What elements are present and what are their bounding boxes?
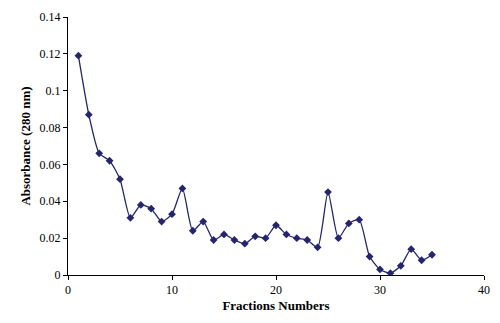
svg-text:20: 20	[270, 283, 282, 297]
svg-text:0.06: 0.06	[40, 158, 61, 172]
svg-text:0.02: 0.02	[40, 231, 61, 245]
svg-text:Fractions Numbers: Fractions Numbers	[222, 298, 329, 313]
svg-text:0.14: 0.14	[40, 10, 61, 24]
svg-text:40: 40	[478, 283, 490, 297]
svg-text:0: 0	[55, 268, 61, 282]
svg-text:10: 10	[166, 283, 178, 297]
svg-text:0.04: 0.04	[40, 194, 61, 208]
svg-text:0: 0	[65, 283, 71, 297]
svg-text:0.08: 0.08	[40, 121, 61, 135]
svg-text:0.1: 0.1	[46, 84, 61, 98]
svg-text:Absorbance (280 nm): Absorbance (280 nm)	[18, 86, 33, 205]
svg-text:30: 30	[374, 283, 386, 297]
svg-text:0.12: 0.12	[40, 47, 61, 61]
